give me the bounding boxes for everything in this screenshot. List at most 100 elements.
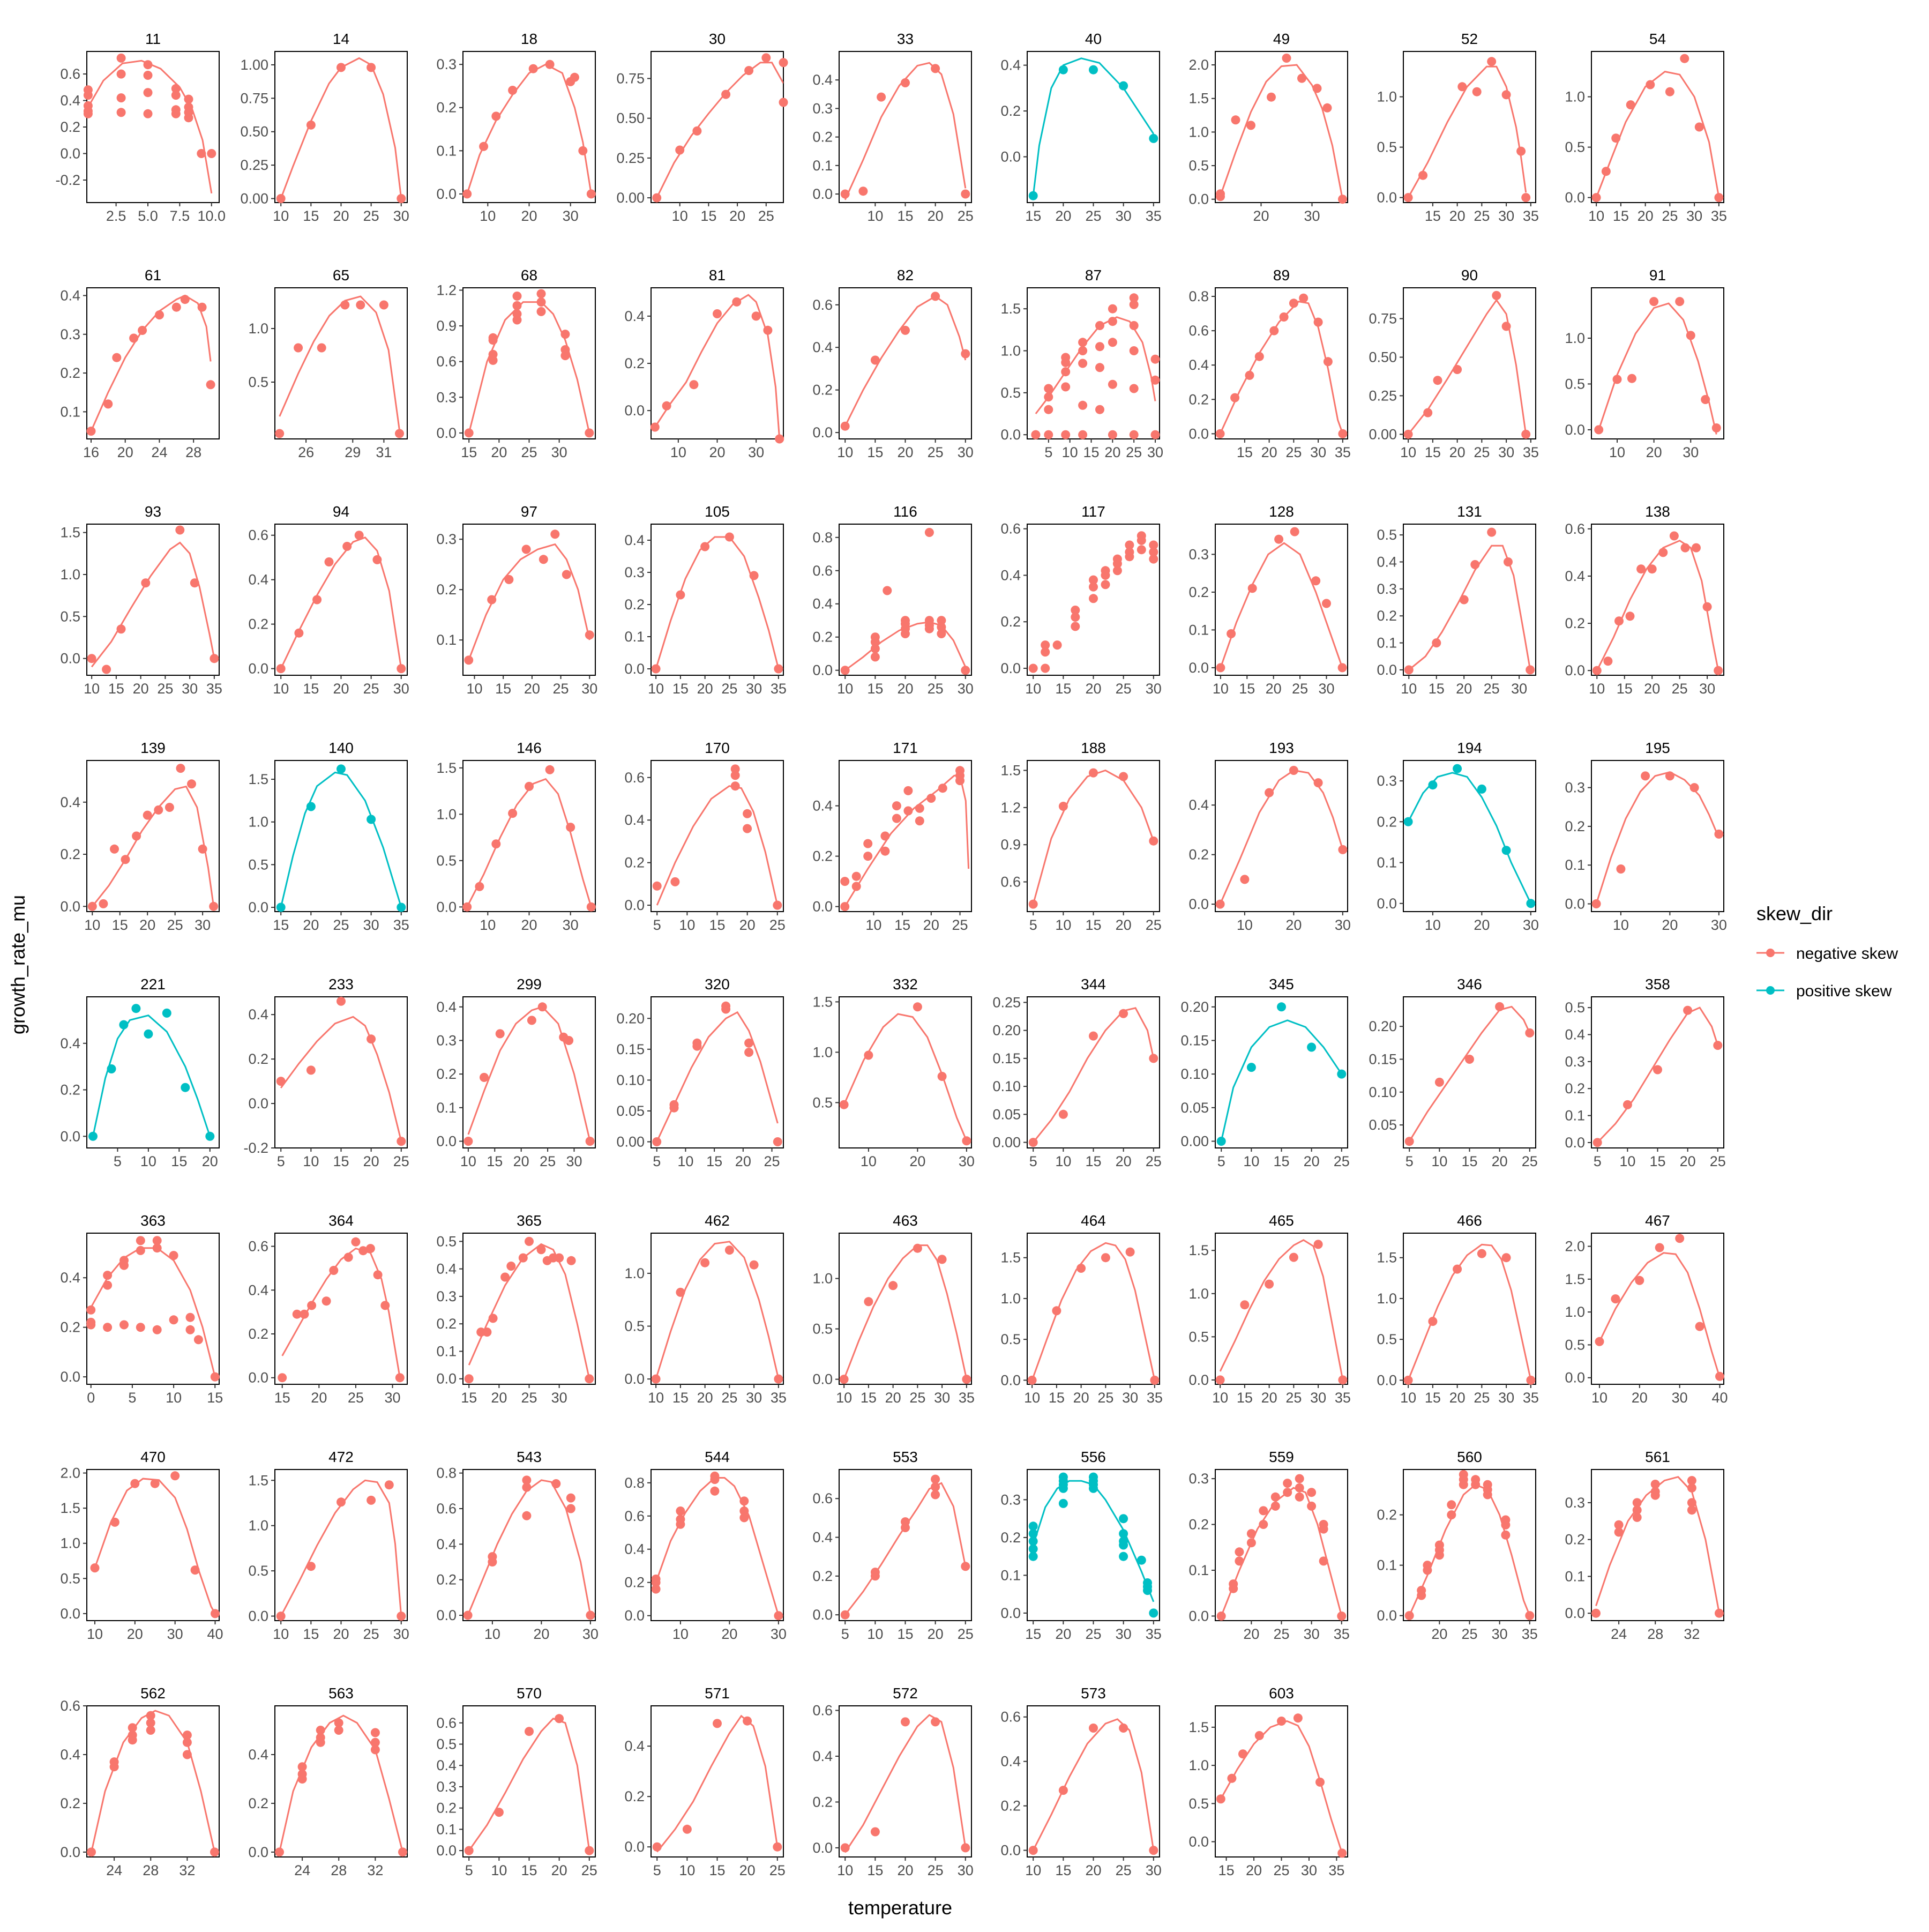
data-point: [198, 844, 207, 854]
panel-frame: [1403, 51, 1536, 203]
panel-frame: [274, 51, 408, 203]
data-point: [537, 1002, 547, 1012]
x-tick-label: 35: [959, 1390, 975, 1406]
data-point: [1101, 566, 1110, 576]
data-point: [1338, 1375, 1348, 1385]
x-tick-label: 35: [1328, 1862, 1344, 1878]
data-point: [1428, 1317, 1438, 1326]
panel-title: 543: [517, 1449, 542, 1465]
data-point: [110, 1517, 119, 1527]
data-point: [395, 429, 404, 438]
x-tick-label: 25: [393, 1153, 409, 1169]
data-point: [190, 578, 199, 588]
x-tick-label: 20: [363, 1153, 379, 1169]
fitted-curve: [94, 1478, 216, 1614]
y-tick-label: 0.5: [1377, 1331, 1397, 1347]
data-point: [209, 901, 219, 911]
y-tick-label: 0.6: [60, 1698, 80, 1714]
data-point: [724, 532, 734, 542]
y-tick-label: 0.4: [60, 1747, 80, 1763]
data-point: [1095, 342, 1104, 352]
data-point: [913, 1243, 922, 1253]
y-tick-label: 0.4: [248, 1282, 268, 1298]
y-tick-label: 0.10: [1369, 1084, 1397, 1100]
x-tick-label: 25: [1474, 208, 1490, 224]
data-point: [1447, 1510, 1456, 1520]
panel-470: 470 10 20 30 40 0.0 0.5 1.0 1.5 2.0: [60, 1449, 223, 1642]
y-tick-label: 0.2: [1565, 818, 1585, 834]
y-tick-label: 0.2: [60, 119, 80, 135]
data-point: [1297, 73, 1306, 83]
x-tick-label: 15: [1025, 1626, 1041, 1642]
y-tick-label: 0.05: [992, 1106, 1021, 1122]
y-tick-label: 0.4: [60, 93, 80, 109]
data-point: [128, 1735, 137, 1745]
data-point: [1215, 899, 1225, 909]
x-tick-label: 35: [1522, 1626, 1538, 1642]
data-point: [962, 1375, 971, 1384]
x-tick-label: 25: [1461, 1626, 1477, 1642]
data-point: [570, 72, 579, 82]
data-point: [190, 1565, 200, 1575]
panel-65: 65 26 29 31 0.5 1.0: [248, 267, 408, 460]
data-point: [487, 595, 497, 605]
panel-358: 358 5 10 15 20 25 0.0 0.1 0.2 0.3 0.4 0.5: [1565, 976, 1725, 1169]
y-tick-label: 1.0: [1188, 1286, 1209, 1302]
data-point: [774, 664, 783, 674]
data-point: [1071, 622, 1080, 631]
data-point: [961, 189, 970, 199]
x-tick-label: 25: [721, 681, 737, 697]
y-tick-label: 0.5: [624, 1318, 645, 1334]
legend-entry-positive: positive skew: [1756, 982, 1892, 1000]
data-point: [1150, 430, 1160, 439]
x-tick-label: 30: [958, 1862, 974, 1878]
panel-544: 544 10 20 30 0.0 0.2 0.4 0.6 0.8: [624, 1449, 786, 1642]
panel-title: 345: [1269, 976, 1294, 993]
x-tick-label: 25: [1273, 1862, 1289, 1878]
x-tick-label: 10: [1591, 1390, 1608, 1406]
data-point: [1125, 547, 1134, 557]
y-tick-label: 0.0: [812, 1371, 833, 1388]
data-point: [1526, 665, 1535, 675]
x-tick-label: 20: [1243, 1626, 1259, 1642]
data-point: [367, 1495, 376, 1505]
data-point: [1338, 429, 1348, 438]
panel-193: 193 10 20 30 0.0 0.2 0.4: [1188, 740, 1350, 933]
data-point: [739, 1513, 749, 1523]
data-point: [555, 1714, 564, 1724]
panel-title: 463: [893, 1212, 918, 1229]
x-tick-label: 0: [87, 1390, 95, 1406]
panel-title: 140: [328, 740, 354, 756]
x-tick-label: 20: [1085, 681, 1101, 697]
data-point: [508, 86, 518, 95]
panel-frame: [274, 1705, 408, 1858]
data-point: [1601, 167, 1611, 176]
y-tick-label: 1.0: [248, 814, 268, 830]
data-point: [86, 427, 96, 436]
panel-91: 91 10 20 30 0.0 0.5 1.0: [1565, 267, 1724, 460]
panel-title: 138: [1645, 503, 1670, 520]
data-point: [1417, 1591, 1426, 1600]
panel-title: 61: [145, 267, 161, 284]
x-tick-label: 20: [928, 1626, 944, 1642]
data-point: [351, 1237, 361, 1247]
y-tick-label: 1.0: [1377, 1291, 1397, 1307]
data-point: [1028, 1551, 1038, 1561]
panel-frame: [1403, 996, 1536, 1148]
data-point: [1095, 363, 1104, 372]
x-tick-label: 30: [1310, 444, 1326, 460]
panel-title: 603: [1269, 1685, 1294, 1702]
data-point: [1246, 1529, 1256, 1539]
x-tick-label: 25: [363, 1626, 379, 1642]
y-tick-label: 0.0: [812, 186, 833, 202]
data-point: [136, 1236, 145, 1245]
y-tick-label: 0.4: [812, 72, 833, 88]
data-point: [463, 1137, 473, 1146]
x-tick-label: 5: [1594, 1153, 1602, 1169]
y-tick-label: 0.2: [1188, 1517, 1209, 1533]
x-tick-label: 25: [363, 208, 379, 224]
y-tick-label: -0.2: [243, 1140, 268, 1156]
y-tick-label: 0.3: [436, 1779, 457, 1795]
data-point: [463, 1610, 473, 1620]
data-point: [1612, 375, 1622, 384]
